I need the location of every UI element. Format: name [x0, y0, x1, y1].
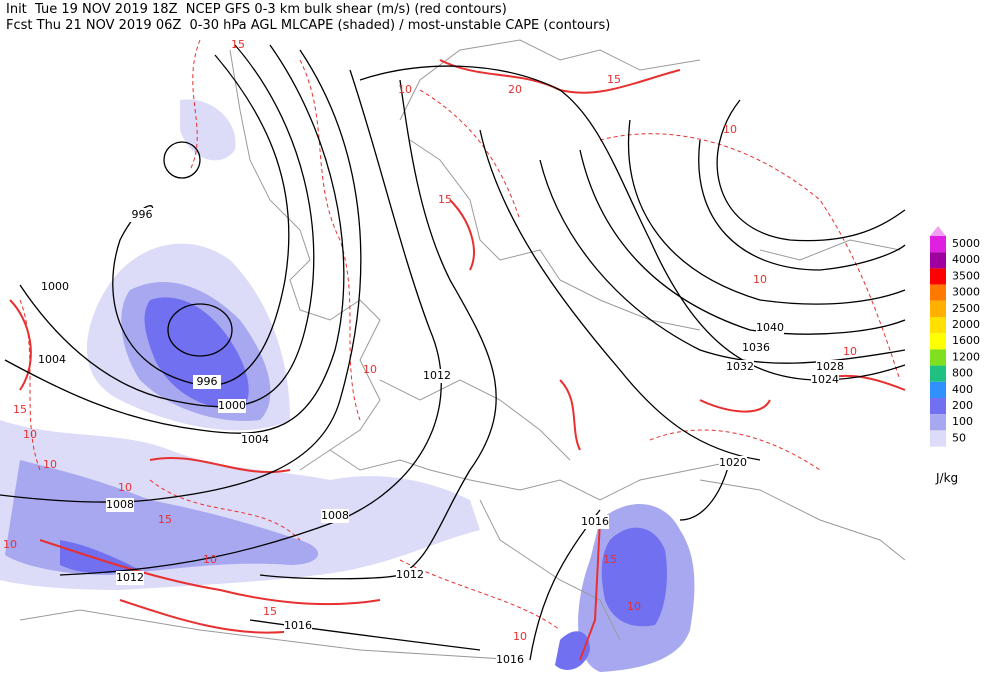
- cape-shading: [0, 99, 695, 672]
- legend-label: 1600: [952, 334, 980, 347]
- legend-swatch: [930, 414, 946, 431]
- legend-label: 3500: [952, 269, 980, 282]
- legend-label: 400: [952, 383, 973, 396]
- isobar-label: 1036: [742, 341, 770, 354]
- legend-label: 4000: [952, 253, 980, 266]
- label-bg: [284, 619, 312, 633]
- shear-label: 15: [607, 73, 621, 86]
- legend-label: 50: [952, 431, 966, 444]
- isobar-label: 1016: [581, 515, 609, 528]
- legend-swatch: [930, 381, 946, 398]
- legend-swatch: [930, 398, 946, 415]
- isobar-label: 1004: [38, 353, 66, 366]
- shear-label: 10: [118, 481, 132, 494]
- legend-arrow: [930, 226, 946, 236]
- legend-swatch: [930, 284, 946, 301]
- shear-label: 15: [158, 513, 172, 526]
- label-bg: [742, 341, 770, 355]
- shear-label: 10: [843, 345, 857, 358]
- shear-label: 10: [23, 428, 37, 441]
- isobar-label: 1004: [241, 433, 269, 446]
- shear-label: 10: [627, 600, 641, 613]
- label-bg: [496, 653, 524, 667]
- legend-label: 2500: [952, 302, 980, 315]
- label-bg: [726, 360, 754, 374]
- header-line: Fcst Thu 21 NOV 2019 06Z 0-30 hPa AGL ML…: [6, 18, 610, 33]
- legend-swatch: [930, 236, 946, 253]
- shear-label: 10: [723, 123, 737, 136]
- label-bg: [581, 515, 609, 529]
- isobar-label: 1000: [41, 280, 69, 293]
- legend-swatch: [930, 268, 946, 285]
- label-bg: [106, 498, 134, 512]
- isobar-label: 1012: [423, 369, 451, 382]
- shear-label: 15: [603, 553, 617, 566]
- legend-label: 3000: [952, 286, 980, 299]
- shear-label: 10: [753, 273, 767, 286]
- legend-swatch: [930, 317, 946, 334]
- legend-label: 5000: [952, 237, 980, 250]
- isobar-label: 1016: [284, 619, 312, 632]
- label-bg: [321, 509, 349, 523]
- label-bg: [218, 399, 246, 413]
- shear-label: 15: [438, 193, 452, 206]
- legend-label: 2000: [952, 318, 980, 331]
- label-bg: [116, 571, 144, 585]
- label-bg: [423, 369, 451, 383]
- shear-label: 10: [3, 538, 17, 551]
- shear-label: 15: [263, 605, 277, 618]
- shear-label: 10: [43, 458, 57, 471]
- shear-label: 10: [398, 83, 412, 96]
- label-bg: [241, 433, 269, 447]
- shear-label: 10: [513, 630, 527, 643]
- label-bg: [811, 373, 839, 387]
- coastlines: [19, 39, 906, 661]
- isobar-label: 1040: [756, 321, 784, 334]
- shear-label: 10: [203, 553, 217, 566]
- isobar-label: 1012: [396, 568, 424, 581]
- header-line: Init Tue 19 NOV 2019 18Z NCEP GFS 0-3 km…: [6, 2, 507, 17]
- legend-swatch: [930, 365, 946, 382]
- legend: 5000 4000 3500 3000 2500 2000 1600 1200 800 400 20…: [930, 226, 980, 485]
- isobar-label: 1008: [106, 498, 134, 511]
- shear-label: 15: [13, 403, 27, 416]
- isobar-label: 1000: [218, 399, 246, 412]
- legend-swatch: [930, 349, 946, 366]
- isobar-label: 1020: [719, 456, 747, 469]
- label-bg: [128, 208, 156, 222]
- isobar-label: 1008: [321, 509, 349, 522]
- label-bg: [396, 568, 424, 582]
- isobar-label: 996: [132, 208, 153, 221]
- legend-unit: J/kg: [935, 471, 958, 485]
- isobar-label: 996: [197, 375, 218, 388]
- label-bg: [193, 375, 221, 389]
- isobar-label: 1028: [816, 360, 844, 373]
- isobar-label: 1016: [496, 653, 524, 666]
- legend-label: 800: [952, 367, 973, 380]
- legend-label: 100: [952, 415, 973, 428]
- label-bg: [816, 360, 844, 374]
- legend-swatch: [930, 300, 946, 317]
- label-bg: [719, 456, 747, 470]
- isobar-label: 1032: [726, 360, 754, 373]
- legend-swatch: [930, 430, 946, 447]
- label-bg: [38, 353, 66, 367]
- legend-label: 1200: [952, 350, 980, 363]
- isobar-label: 1024: [811, 373, 839, 386]
- legend-label: 200: [952, 399, 973, 412]
- label-bg: [756, 321, 784, 335]
- shear-label: 15: [231, 38, 245, 51]
- isobar-label: 1012: [116, 571, 144, 584]
- label-bg: [41, 280, 69, 294]
- legend-swatch: [930, 252, 946, 269]
- legend-swatch: [930, 333, 946, 350]
- shear-label: 10: [363, 363, 377, 376]
- shear-label: 20: [508, 83, 522, 96]
